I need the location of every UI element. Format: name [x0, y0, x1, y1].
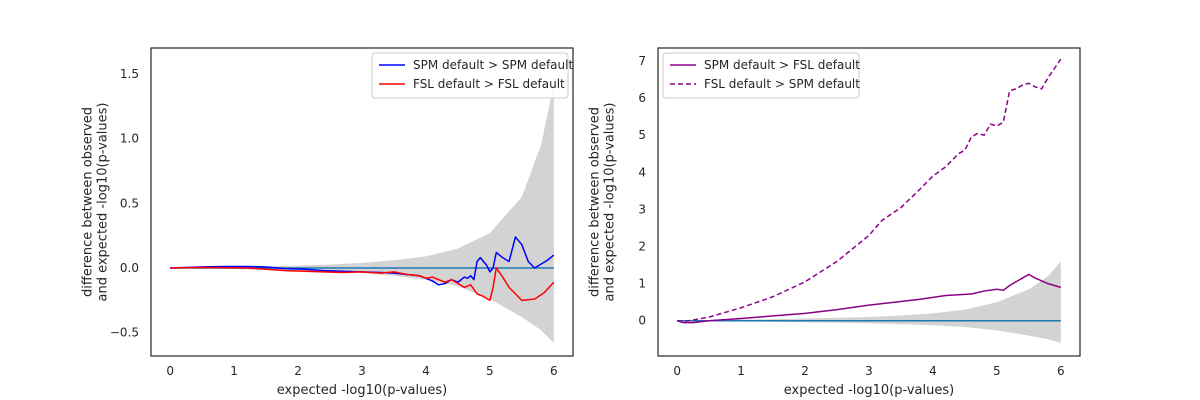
plot-area: [676, 58, 1062, 344]
x-tick-label: 3: [358, 364, 366, 378]
x-tick-label: 0: [166, 364, 174, 378]
plot-area: [170, 84, 555, 344]
x-tick-label: 6: [550, 364, 558, 378]
confidence-band: [170, 84, 554, 344]
x-tick-label: 5: [993, 364, 1001, 378]
plot-frame: [657, 47, 1081, 357]
x-tick-label: 4: [929, 364, 937, 378]
legend: SPM default > FSL default FSL default > S…: [662, 52, 860, 99]
y-tick-label: 0: [638, 314, 646, 328]
legend-label: SPM default > SPM default: [413, 58, 573, 72]
y-axis-label-line: and expected -log10(p-values): [96, 103, 111, 302]
confidence-band: [677, 261, 1061, 344]
chart-panel-2: 0 1 2 3 4 5 6 0 1 2 3 4 5 6 7 expected -log10(p-values)…: [588, 47, 1081, 398]
x-tick-label: 2: [294, 364, 302, 378]
y-tick-label: 0.0: [120, 261, 139, 275]
y-axis-label-line: difference between observed: [81, 107, 96, 297]
y-axis-label-line: and expected -log10(p-values): [603, 103, 618, 302]
y-tick-label: 6: [638, 91, 646, 105]
series-line-1: [676, 273, 1062, 324]
legend-label: SPM default > FSL default: [704, 58, 860, 72]
legend-label: FSL default > SPM default: [704, 77, 860, 91]
x-tick-label: 3: [865, 364, 873, 378]
x-tick-label: 1: [230, 364, 238, 378]
y-axis-label-line: difference between observed: [588, 107, 603, 297]
y-tick-label: 0.5: [120, 196, 139, 210]
x-tick-label: 0: [673, 364, 681, 378]
y-axis-label: difference between observedand expected …: [81, 103, 111, 302]
x-tick-label: 1: [737, 364, 745, 378]
x-axis-label: expected -log10(p-values): [784, 383, 954, 398]
y-tick-label: 7: [638, 54, 646, 68]
y-tick-label: 1: [638, 277, 646, 291]
series-line-2: [170, 266, 555, 302]
y-tick-label: 3: [638, 202, 646, 216]
x-tick-label: 2: [801, 364, 809, 378]
legend-box: [371, 52, 569, 99]
y-tick-label: 5: [638, 128, 646, 142]
y-axis-label: difference between observedand expected …: [588, 103, 618, 302]
chart-panel-1: 0 1 2 3 4 5 6 −0.5 0.0 0.5 1.0 1.5 expected -log10(p…: [81, 47, 574, 398]
y-tick-label: 1.5: [120, 67, 139, 81]
y-tick-label: 4: [638, 165, 646, 179]
legend-box: [662, 52, 860, 99]
legend-label: FSL default > FSL default: [413, 77, 565, 91]
x-tick-label: 5: [486, 364, 494, 378]
y-tick-label: 1.0: [120, 132, 139, 146]
x-tick-label: 4: [422, 364, 430, 378]
x-axis-label: expected -log10(p-values): [277, 383, 447, 398]
y-tick-label: −0.5: [110, 326, 139, 340]
legend: SPM default > SPM default FSL default > F…: [371, 52, 573, 99]
y-tick-label: 2: [638, 240, 646, 254]
plot-frame: [150, 47, 574, 357]
series-line-2: [677, 58, 1062, 323]
series-line-1: [170, 236, 555, 286]
x-tick-label: 6: [1057, 364, 1065, 378]
